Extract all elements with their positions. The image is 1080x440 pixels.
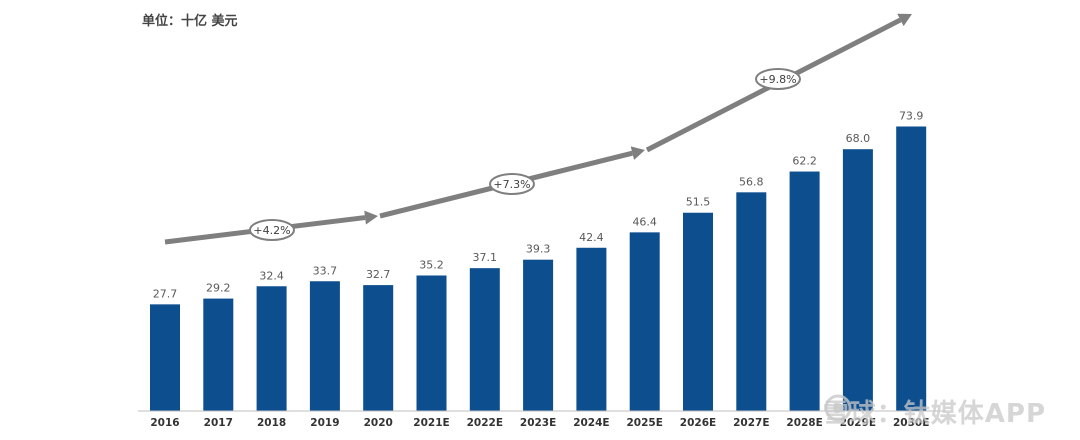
tick-label-2016: 2016 [150,417,179,429]
bar-2024E [576,247,607,411]
tick-label-2018: 2018 [257,417,286,429]
value-label-2016: 27.7 [153,287,178,300]
bar-2020 [363,285,394,411]
tick-label-2019: 2019 [310,417,339,429]
bar-2029E [842,149,873,411]
value-label-2026E: 51.5 [686,196,711,209]
tick-label-2027E: 2027E [733,417,769,429]
watermark: 雪球：钛媒体APP [823,393,1046,430]
trend-arrow-head-2 [630,146,645,160]
tick-label-2022E: 2022E [467,417,503,429]
growth-rate-badge-3 [755,68,801,90]
bar-2016 [150,304,180,411]
tick-label-2023E: 2023E [520,417,556,429]
bar-2019 [309,281,340,411]
bar-2018 [256,286,287,411]
bar-2027E [736,192,767,411]
tick-label-2017: 2017 [204,417,233,429]
growth-rate-label-2: +7.3% [493,178,530,191]
value-label-2018: 32.4 [259,269,284,282]
bar-2030E [896,126,927,412]
value-label-2019: 33.7 [313,264,338,277]
value-label-2029E: 68.0 [846,132,871,145]
value-label-2017: 29.2 [206,282,231,295]
snowball-logo-icon [824,394,852,422]
tick-label-2028E: 2028E [786,417,822,429]
bar-2028E [789,171,820,411]
bar-2025E [629,232,660,411]
value-label-2028E: 62.2 [792,155,817,168]
tick-label-2024E: 2024E [573,417,609,429]
value-label-2022E: 37.1 [473,251,498,264]
growth-rate-label-1: +4.2% [253,224,290,237]
value-label-2024E: 42.4 [579,231,604,244]
tick-label-2026E: 2026E [680,417,716,429]
bar-2021E [416,275,447,411]
tick-label-2020: 2020 [364,417,393,429]
tick-label-2029E: 2029E [840,417,876,429]
growth-rate-badge-2 [489,173,535,195]
watermark-text: 雪球：钛媒体APP [822,399,1046,429]
tick-label-2021E: 2021E [413,417,449,429]
tick-label-2030E: 2030E [893,417,929,429]
value-label-2020: 32.7 [366,268,391,281]
bar-2026E [683,212,713,411]
tick-label-2025E: 2025E [626,417,662,429]
value-label-2023E: 39.3 [526,243,551,256]
bars-group [150,126,927,412]
bar-2017 [203,298,234,411]
growth-rate-badge-1 [249,219,295,241]
tick-labels-group: 2016 2017 2018 2019 2020 2021E 2022E 2023E 2024E… [150,417,929,429]
value-label-2027E: 56.8 [739,175,764,188]
bar-2023E [523,259,554,411]
trend-arrow-head-3 [897,13,912,27]
value-label-2025E: 46.4 [632,215,657,228]
trend-arrow-head-1 [364,210,378,225]
trend-arrow-group: +4.2% +7.3% +9.8% [164,13,912,245]
value-label-2030E: 73.9 [899,109,924,122]
growth-rate-label-3: +9.8% [759,73,796,86]
bar-2022E [469,268,500,411]
unit-label: 单位：十亿 美元 [142,14,238,29]
value-labels-group: 27.7 29.2 32.4 33.7 32.7 35.2 37.1 39.3 42.4 46.4… [153,109,924,300]
value-label-2021E: 35.2 [419,258,444,271]
